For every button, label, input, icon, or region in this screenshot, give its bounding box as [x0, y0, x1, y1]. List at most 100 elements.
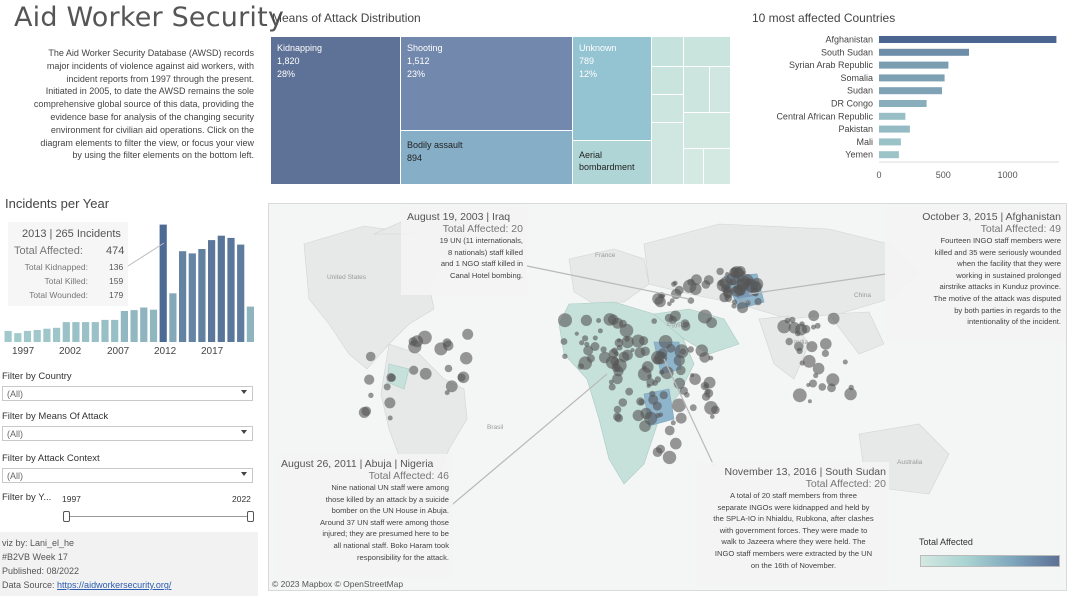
- incident-dot[interactable]: [444, 390, 450, 396]
- incident-dot[interactable]: [689, 404, 697, 412]
- incident-dot[interactable]: [658, 335, 673, 349]
- incident-dot[interactable]: [368, 392, 374, 398]
- year-bar[interactable]: [159, 224, 167, 342]
- incident-dot[interactable]: [383, 383, 391, 391]
- treemap-tile-minor[interactable]: [710, 67, 731, 113]
- country-bar[interactable]: [879, 48, 969, 56]
- year-bar[interactable]: [130, 310, 138, 342]
- country-bar[interactable]: [879, 138, 901, 146]
- country-filter-select[interactable]: (All): [2, 386, 253, 401]
- incident-dot[interactable]: [584, 341, 590, 347]
- incident-dot[interactable]: [660, 366, 674, 380]
- incident-dot[interactable]: [710, 414, 715, 419]
- incident-dot[interactable]: [361, 406, 372, 416]
- incident-dot[interactable]: [701, 280, 711, 289]
- incident-dot[interactable]: [684, 392, 690, 398]
- incident-dot[interactable]: [733, 267, 744, 278]
- incident-dots[interactable]: [358, 266, 857, 465]
- incident-dot[interactable]: [697, 309, 712, 324]
- incident-dot[interactable]: [669, 298, 675, 303]
- incident-dot[interactable]: [579, 340, 585, 346]
- incident-dot[interactable]: [642, 365, 647, 370]
- incident-dot[interactable]: [687, 297, 695, 304]
- incident-dot[interactable]: [608, 348, 619, 359]
- incident-dot[interactable]: [560, 338, 568, 345]
- incident-dot[interactable]: [457, 373, 466, 382]
- year-bar[interactable]: [33, 330, 41, 342]
- map-credits[interactable]: © 2023 Mapbox © OpenStreetMap: [272, 579, 404, 589]
- incident-dot[interactable]: [639, 420, 651, 432]
- incident-dot[interactable]: [674, 344, 689, 359]
- context-filter-select[interactable]: (All): [2, 468, 253, 483]
- incident-dot[interactable]: [667, 301, 672, 307]
- treemap-tile-minor[interactable]: [652, 37, 684, 67]
- incident-dot[interactable]: [624, 336, 630, 342]
- incident-dot[interactable]: [722, 287, 733, 298]
- incident-dot[interactable]: [596, 318, 602, 323]
- incident-dot[interactable]: [671, 281, 677, 287]
- treemap-tile-minor[interactable]: [652, 95, 684, 123]
- treemap-tile-aerial-bombardment[interactable]: Aerial bombardment: [573, 141, 652, 185]
- incident-dot[interactable]: [613, 412, 622, 421]
- country-bar[interactable]: [879, 87, 942, 95]
- treemap-tile-bodily-assault[interactable]: Bodily assault 894: [401, 131, 573, 185]
- country-bar[interactable]: [879, 125, 910, 133]
- incident-dot[interactable]: [754, 297, 762, 306]
- incident-dot[interactable]: [649, 390, 656, 397]
- treemap-tile-minor[interactable]: [684, 37, 731, 67]
- incident-dot[interactable]: [652, 293, 664, 305]
- year-slider-track[interactable]: [66, 516, 254, 517]
- incident-dot[interactable]: [814, 322, 821, 329]
- source-link[interactable]: https://aidworkersecurity.org/: [57, 580, 172, 590]
- incident-dot[interactable]: [687, 346, 694, 353]
- incident-dot[interactable]: [672, 398, 686, 413]
- incident-dot[interactable]: [785, 337, 793, 346]
- incident-dot[interactable]: [612, 373, 623, 385]
- year-bar[interactable]: [23, 330, 32, 342]
- incident-dot[interactable]: [638, 399, 645, 406]
- incident-dot[interactable]: [741, 271, 746, 275]
- incident-dot[interactable]: [802, 354, 816, 368]
- year-bar[interactable]: [4, 330, 12, 342]
- incident-dot[interactable]: [558, 313, 572, 328]
- incident-dot[interactable]: [788, 322, 801, 334]
- year-bar[interactable]: [169, 293, 177, 342]
- incident-map[interactable]: United States Brasil France Iran China I…: [268, 203, 1067, 591]
- year-bar[interactable]: [188, 253, 196, 342]
- treemap-tile-minor[interactable]: [684, 113, 731, 149]
- incident-dot[interactable]: [600, 346, 607, 353]
- incident-dot[interactable]: [848, 384, 854, 391]
- year-bar[interactable]: [149, 309, 158, 342]
- incident-dot[interactable]: [625, 387, 634, 396]
- treemap-tile-kidnapping[interactable]: Kidnapping 1,820 28%: [271, 37, 401, 185]
- incident-dot[interactable]: [789, 316, 796, 324]
- incident-dot[interactable]: [716, 267, 724, 276]
- year-bar[interactable]: [237, 244, 245, 342]
- incident-dot[interactable]: [711, 405, 720, 415]
- incident-dot[interactable]: [659, 391, 668, 400]
- incident-dot[interactable]: [689, 283, 702, 295]
- incident-dot[interactable]: [597, 328, 603, 334]
- incident-dot[interactable]: [653, 355, 662, 365]
- incident-dot[interactable]: [811, 324, 816, 330]
- incident-dot[interactable]: [616, 344, 623, 351]
- treemap-tile-minor[interactable]: [652, 67, 684, 95]
- incident-dot[interactable]: [445, 380, 458, 393]
- treemap-tile-minor[interactable]: [684, 67, 710, 113]
- incident-dot[interactable]: [411, 335, 424, 348]
- year-bar[interactable]: [101, 319, 109, 342]
- treemap-tile-minor[interactable]: [704, 149, 731, 185]
- incident-dot[interactable]: [826, 373, 840, 387]
- incident-dot[interactable]: [750, 281, 762, 293]
- means-filter-select[interactable]: (All): [2, 426, 253, 441]
- country-bar[interactable]: [879, 61, 949, 69]
- incident-dot[interactable]: [736, 302, 749, 314]
- incident-dot[interactable]: [583, 345, 594, 356]
- incident-dot[interactable]: [578, 356, 592, 370]
- year-bar[interactable]: [43, 328, 51, 342]
- incident-dot[interactable]: [842, 359, 848, 365]
- year-bar[interactable]: [111, 319, 119, 342]
- year-bar[interactable]: [62, 322, 70, 342]
- incident-dot[interactable]: [689, 373, 701, 385]
- treemap-tile-unknown[interactable]: Unknown 789 12%: [573, 37, 652, 141]
